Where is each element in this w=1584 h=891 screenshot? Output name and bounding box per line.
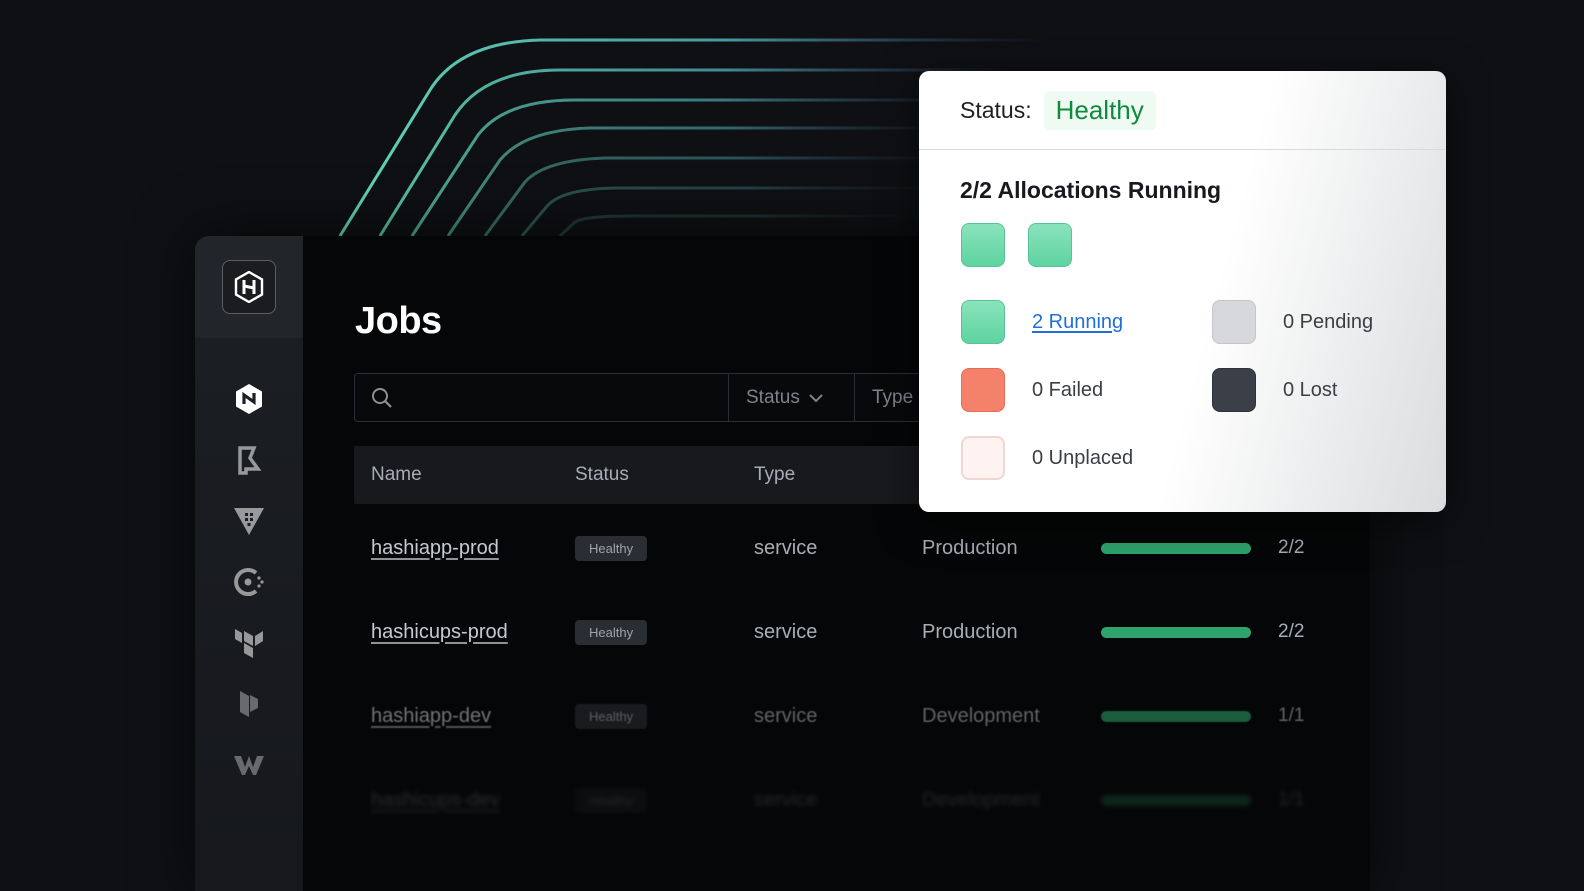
product-sidebar bbox=[195, 236, 303, 891]
popover-status-label: Status: bbox=[960, 96, 1032, 123]
search-box[interactable] bbox=[355, 374, 729, 421]
lost-swatch bbox=[1212, 368, 1256, 412]
allocations-title: 2/2 Allocations Running bbox=[960, 177, 1222, 203]
failed-swatch bbox=[961, 368, 1005, 412]
popover-header: Status: Healthy bbox=[919, 71, 1446, 150]
job-name-link[interactable]: hashiapp-dev bbox=[371, 704, 492, 727]
vault-icon[interactable] bbox=[232, 504, 266, 538]
page-title: Jobs bbox=[355, 300, 442, 342]
search-icon bbox=[372, 387, 392, 408]
unplaced-swatch bbox=[961, 436, 1005, 480]
allocation-progress-bar bbox=[1101, 794, 1251, 806]
popover-status-badge: Healthy bbox=[1043, 90, 1156, 130]
column-header-status[interactable]: Status bbox=[575, 464, 629, 485]
table-row[interactable]: hashicups-dev Healthy service Developmen… bbox=[354, 758, 1364, 842]
status-badge: Healthy bbox=[575, 703, 648, 729]
allocation-status-popover: Status: Healthy 2/2 Allocations Running … bbox=[919, 71, 1446, 512]
job-type: service bbox=[754, 704, 818, 727]
unplaced-label: 0 Unplaced bbox=[1032, 446, 1134, 469]
type-filter-label: Type bbox=[872, 386, 914, 408]
table-row[interactable]: hashiapp-dev Healthy service Development… bbox=[354, 674, 1364, 758]
sidebar-header bbox=[195, 236, 303, 338]
running-swatch bbox=[961, 300, 1005, 344]
column-header-name[interactable]: Name bbox=[371, 464, 422, 485]
type-filter-dropdown[interactable]: Type bbox=[855, 374, 981, 421]
status-badge: Healthy bbox=[575, 787, 648, 813]
column-header-type[interactable]: Type bbox=[754, 464, 796, 485]
filter-bar: Status Type bbox=[354, 373, 994, 422]
legend-unplaced: 0 Unplaced bbox=[961, 436, 1133, 480]
status-badge: Healthy bbox=[575, 619, 648, 645]
allocation-count: 1/1 bbox=[1278, 789, 1305, 810]
table-row[interactable]: hashiapp-prod Healthy service Production… bbox=[354, 506, 1364, 590]
table-row[interactable]: hashicups-prod Healthy service Productio… bbox=[354, 590, 1364, 674]
chevron-down-icon bbox=[809, 393, 823, 402]
allocation-progress-bar bbox=[1101, 626, 1251, 638]
failed-label: 0 Failed bbox=[1032, 378, 1104, 401]
status-filter-label: Status bbox=[746, 386, 800, 408]
job-type: service bbox=[754, 620, 818, 643]
allocation-progress-bar bbox=[1101, 710, 1251, 722]
job-name-link[interactable]: hashicups-prod bbox=[371, 620, 508, 643]
pending-label: 0 Pending bbox=[1283, 310, 1374, 333]
job-type: service bbox=[754, 788, 818, 811]
nomad-icon[interactable] bbox=[232, 382, 266, 416]
sidebar-nav bbox=[195, 338, 303, 809]
running-link[interactable]: 2 Running bbox=[1032, 310, 1124, 333]
allocation-count: 2/2 bbox=[1278, 537, 1305, 558]
allocation-square-running[interactable] bbox=[961, 223, 1005, 267]
job-namespace: Production bbox=[922, 536, 1018, 559]
consul-icon[interactable] bbox=[232, 565, 266, 599]
hashicorp-logo-icon[interactable] bbox=[222, 260, 276, 314]
allocation-count: 1/1 bbox=[1278, 705, 1305, 726]
waypoint-icon[interactable] bbox=[232, 748, 266, 782]
allocation-square-running[interactable] bbox=[1028, 223, 1072, 267]
job-type: service bbox=[754, 536, 818, 559]
lost-label: 0 Lost bbox=[1283, 378, 1338, 401]
terraform-icon[interactable] bbox=[232, 626, 266, 660]
legend-failed: 0 Failed bbox=[961, 368, 1103, 412]
legend-running: 2 Running bbox=[961, 300, 1123, 344]
hashicorp-logo-glyph bbox=[234, 271, 264, 303]
legend-lost: 0 Lost bbox=[1212, 368, 1337, 412]
job-name-link[interactable]: hashiapp-prod bbox=[371, 536, 499, 559]
allocation-progress-bar bbox=[1101, 542, 1251, 554]
packer-icon[interactable] bbox=[232, 687, 266, 721]
job-namespace: Production bbox=[922, 620, 1018, 643]
status-filter-dropdown[interactable]: Status bbox=[729, 374, 855, 421]
job-name-link[interactable]: hashicups-dev bbox=[371, 788, 500, 811]
search-input[interactable] bbox=[403, 388, 703, 407]
allocation-count: 2/2 bbox=[1278, 621, 1305, 642]
legend-pending: 0 Pending bbox=[1212, 300, 1373, 344]
pending-swatch bbox=[1212, 300, 1256, 344]
job-namespace: Development bbox=[922, 788, 1040, 811]
status-badge: Healthy bbox=[575, 535, 648, 561]
job-namespace: Development bbox=[922, 704, 1040, 727]
boundary-icon[interactable] bbox=[232, 443, 266, 477]
allocation-squares bbox=[961, 223, 1072, 267]
